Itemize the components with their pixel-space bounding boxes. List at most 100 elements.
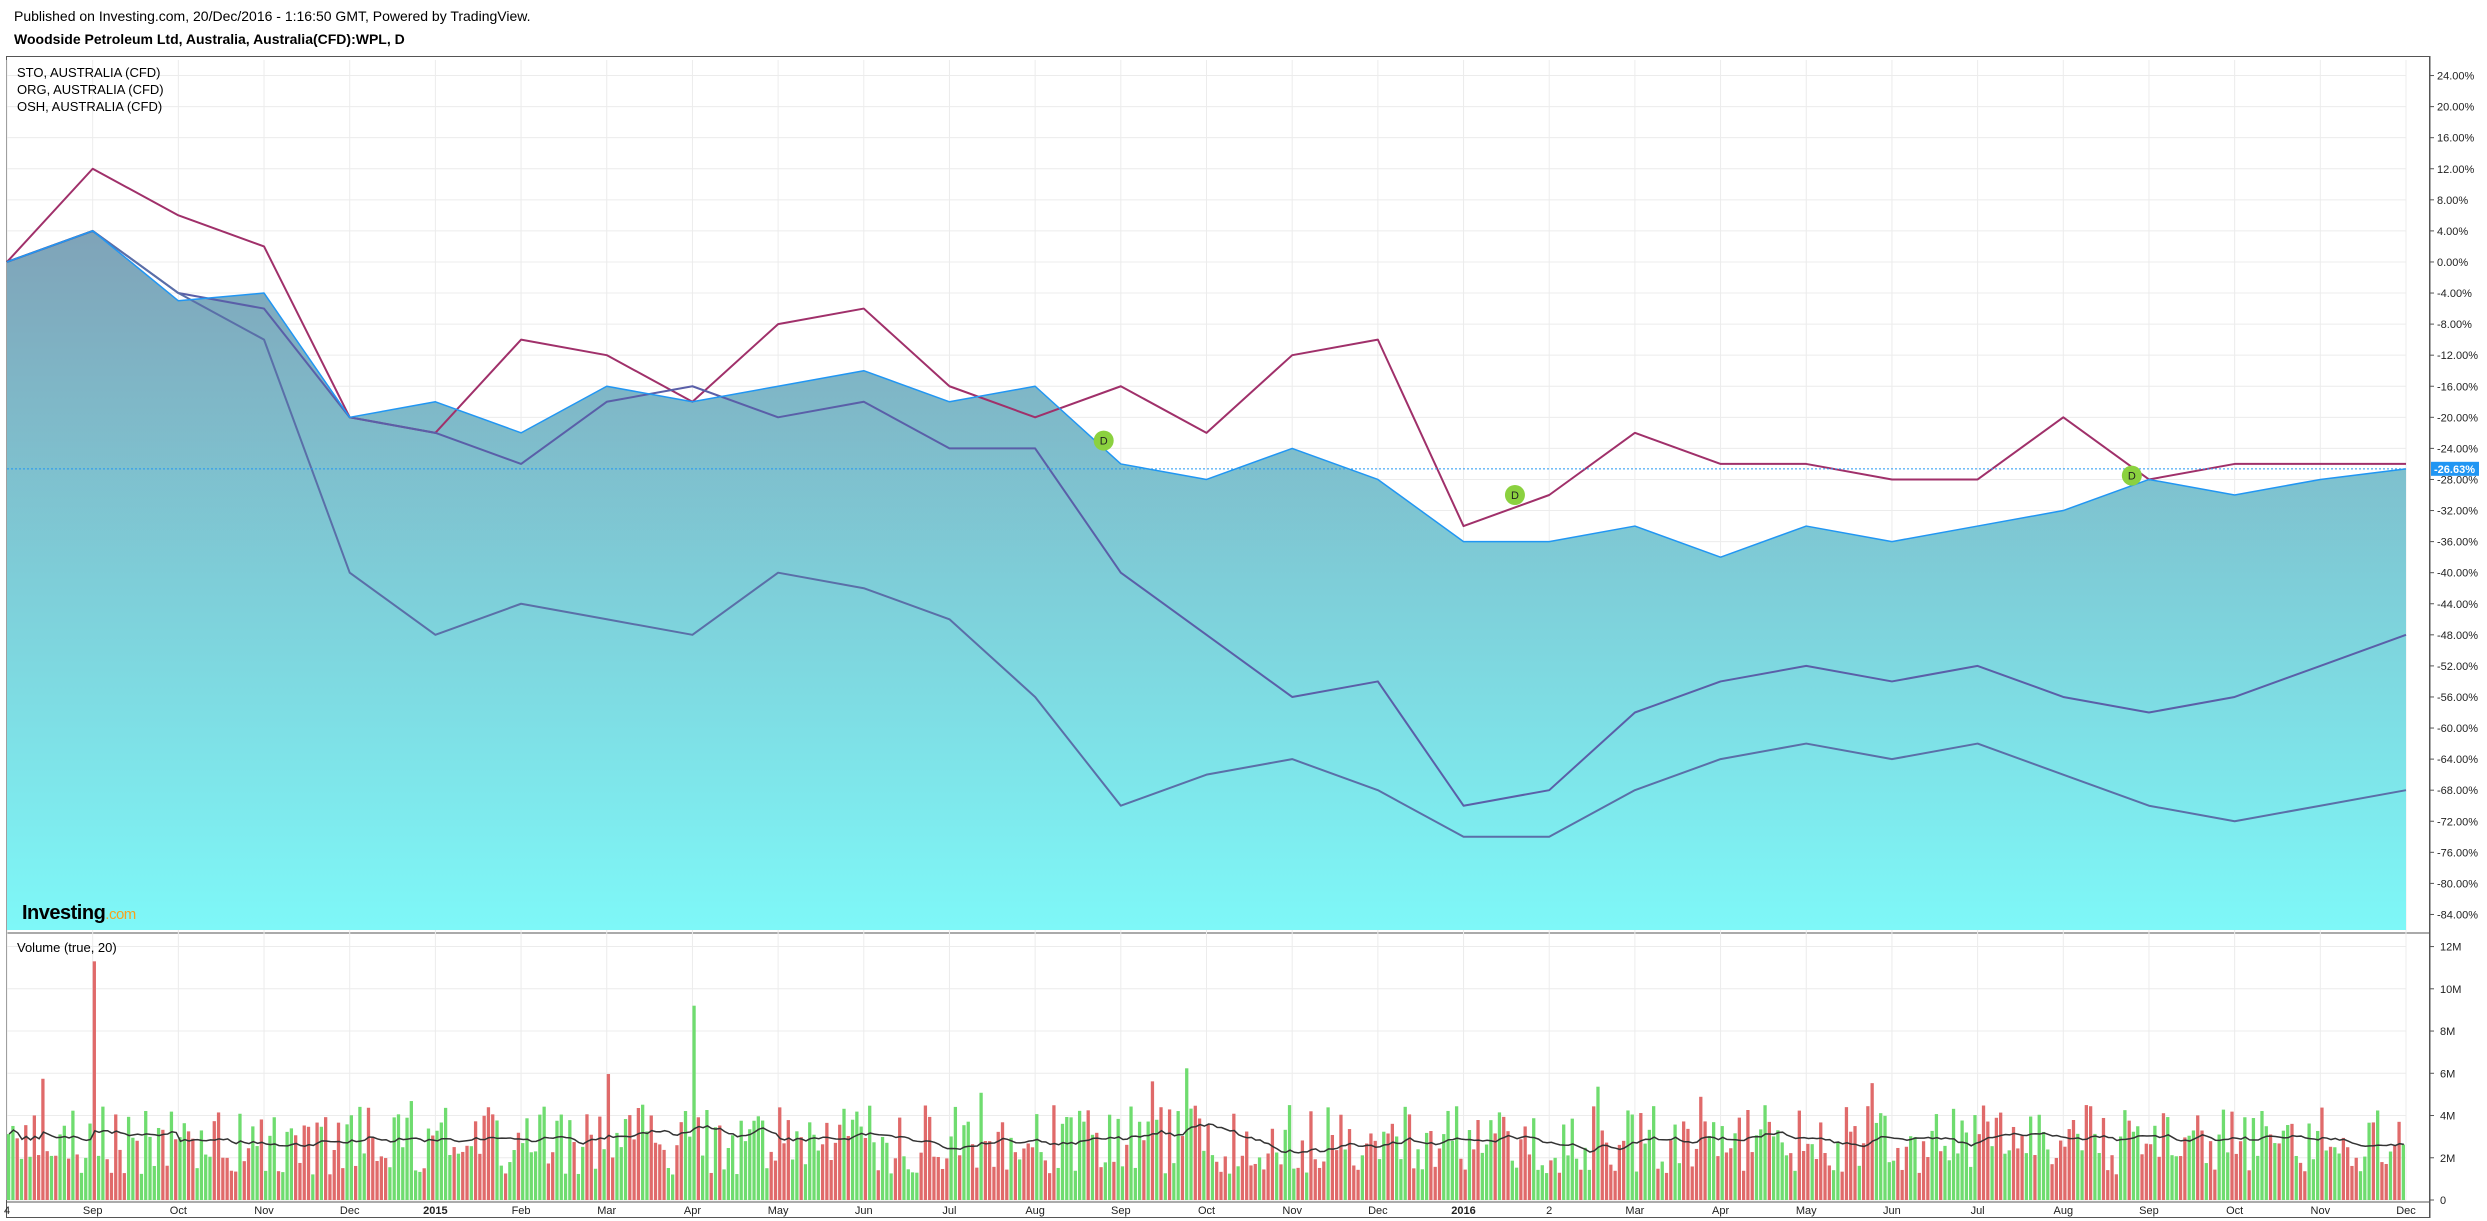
volume-bar-down [2067, 1129, 2071, 1200]
time-tick-label: Sep [2139, 1205, 2159, 1217]
volume-bar-down [829, 1160, 833, 1200]
volume-bar-up [435, 1130, 439, 1200]
volume-bar-up [949, 1136, 953, 1200]
main-area-fill [7, 230, 2406, 931]
time-tick-label: 2 [1546, 1205, 1552, 1217]
volume-bar-up [1712, 1122, 1716, 1200]
volume-bar-up [272, 1117, 276, 1200]
time-tick-label: Dec [340, 1205, 360, 1217]
volume-bar-up [1630, 1114, 1634, 1200]
volume-bar-up [1951, 1108, 1956, 1200]
volume-bar-down [611, 1157, 615, 1200]
volume-bar-up [2401, 1144, 2405, 1200]
volume-bar-down [461, 1151, 465, 1200]
volume-bar-down [1609, 1164, 1613, 1200]
volume-bar-down [1407, 1114, 1412, 1200]
volume-bar-down [503, 1173, 508, 1200]
volume-bar-down [2341, 1137, 2346, 1200]
volume-bar-down [1600, 1130, 1604, 1200]
volume-bar-down [1703, 1121, 1707, 1200]
volume-bar-down [2157, 1156, 2161, 1200]
volume-bar-down [1197, 1118, 1202, 1200]
volume-bar-up [1960, 1120, 1964, 1200]
volume-bar-down [1986, 1121, 1990, 1200]
volume-bar-up [1227, 1173, 1232, 1200]
volume-bar-down [718, 1125, 722, 1200]
volume-bar-down [1300, 1140, 1305, 1200]
volume-bar-down [1699, 1096, 1703, 1200]
volume-bar-down [1193, 1105, 1197, 1200]
volume-bar-down [1459, 1158, 1463, 1200]
volume-bar-down [2110, 1155, 2114, 1200]
volume-bar-up [1116, 1118, 1120, 1200]
volume-bar-down [1159, 1107, 1163, 1200]
volume-bar-up [1360, 1155, 1365, 1200]
volume-bar-down [1253, 1163, 1257, 1200]
volume-bar-down [1801, 1150, 1806, 1200]
volume-bar-up [795, 1131, 799, 1200]
volume-bar-up [2256, 1155, 2260, 1200]
osh-line [6, 229, 2407, 838]
volume-bar-down [632, 1139, 636, 1200]
volume-bar-down [2020, 1135, 2024, 1200]
volume-bar-up [1596, 1086, 1600, 1200]
time-tick-label: 2016 [1451, 1205, 1475, 1217]
volume-bar-up [1647, 1129, 1652, 1200]
volume-bar-up [443, 1107, 448, 1200]
volume-bar-up [195, 1168, 199, 1200]
volume-bar-up [1163, 1173, 1167, 1200]
volume-bar-down [1819, 1122, 1823, 1200]
volume-bar-up [426, 1128, 431, 1200]
volume-bar-up [1836, 1141, 1840, 1200]
volume-bar-down [353, 1165, 358, 1200]
volume-bar-up [1570, 1118, 1574, 1200]
volume-bar-up [859, 1126, 863, 1200]
price-tick-label: -16.00% [2437, 381, 2478, 393]
volume-bar-up [885, 1142, 889, 1200]
volume-bar-up [910, 1172, 915, 1200]
volume-bar-down [662, 1149, 666, 1200]
volume-bar-down [636, 1108, 641, 1200]
volume-bar-down [2320, 1107, 2324, 1200]
volume-bar-up [1759, 1129, 1763, 1200]
volume-bar-down [1270, 1128, 1275, 1200]
volume-bar-down [135, 1140, 139, 1200]
volume-bar-down [2011, 1126, 2016, 1200]
volume-bar-down [452, 1147, 456, 1200]
time-tick-label: Nov [2311, 1205, 2331, 1217]
volume-bar-down [1900, 1169, 1904, 1200]
volume-bar-down [1206, 1124, 1210, 1200]
volume-bar-down [2050, 1164, 2054, 1200]
volume-bar-up [1035, 1114, 1039, 1200]
legend-osh: OSH, AUSTRALIA (CFD) [17, 99, 163, 114]
volume-bar-down [54, 1155, 58, 1200]
volume-bar-down [2371, 1122, 2376, 1200]
volume-bar-down [1095, 1132, 1099, 1200]
volume-bar-up [2187, 1135, 2191, 1200]
volume-bar-down [679, 1122, 683, 1200]
volume-bar-down [2380, 1162, 2384, 1200]
volume-bar-down [1926, 1157, 1930, 1200]
price-tick-label: 20.00% [2437, 102, 2475, 114]
volume-bar-down [165, 1165, 169, 1200]
volume-bar-up [1236, 1166, 1240, 1200]
volume-bar-up [495, 1120, 499, 1200]
volume-bar-down [1476, 1120, 1480, 1200]
volume-bar-up [666, 1167, 671, 1200]
symbol-title: Woodside Petroleum Ltd, Australia, Austr… [14, 31, 405, 47]
volume-bar-up [1146, 1121, 1150, 1200]
volume-bar-down [1112, 1161, 1116, 1200]
volume-bar-up [79, 1172, 84, 1200]
volume-bar-up [1377, 1159, 1382, 1200]
volume-bar-up [760, 1120, 765, 1200]
volume-bar-up [542, 1106, 546, 1200]
volume-bar-down [898, 1117, 902, 1200]
volume-bar-up [645, 1131, 649, 1200]
volume-bar-down [838, 1124, 842, 1200]
volume-bar-up [683, 1111, 688, 1200]
volume-bar-up [2367, 1122, 2371, 1200]
price-tick-label: -44.00% [2437, 599, 2478, 611]
volume-bar-down [1694, 1148, 1699, 1200]
price-tick-label: -4.00% [2437, 288, 2472, 300]
